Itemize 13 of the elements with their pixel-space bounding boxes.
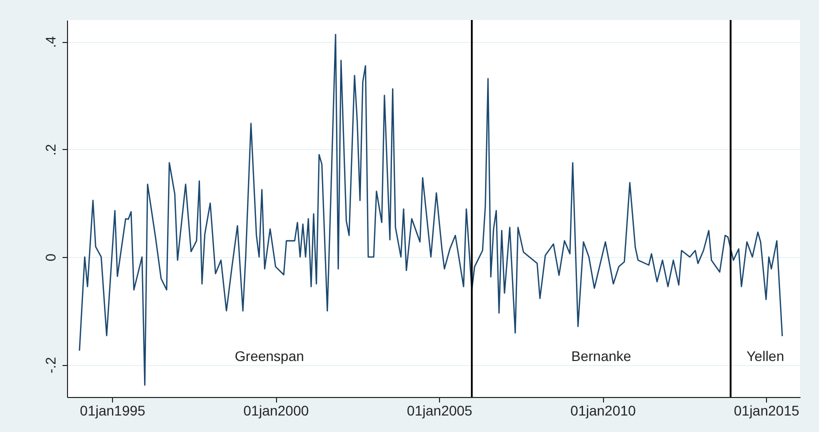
annotation: Bernanke (571, 348, 632, 364)
line-series (78, 34, 783, 386)
x-tick-label: 01jan2010 (570, 402, 636, 418)
y-tick-label: 0 (42, 253, 58, 262)
annotation: Greenspan (234, 348, 304, 364)
y-tick-label: .4 (42, 36, 58, 48)
x-tick-label: 01jan2000 (243, 402, 309, 418)
x-tick-label: 01jan2015 (734, 402, 800, 418)
y-tick-label: .2 (42, 144, 58, 156)
x-tick-label: 01jan1995 (80, 402, 146, 418)
y-tick-label: -.2 (42, 356, 58, 374)
annotation: Yellen (746, 348, 784, 364)
x-tick-label: 01jan2005 (406, 402, 473, 418)
